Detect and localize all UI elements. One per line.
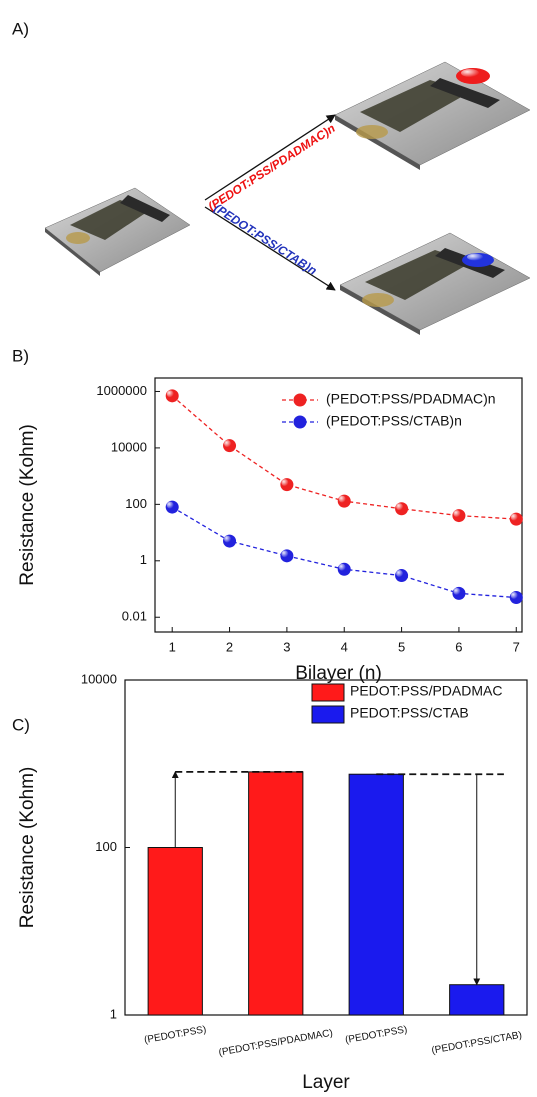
x-tick-label: 5 [398,639,405,654]
legend-swatch [311,705,345,724]
y-tick-label: 100 [125,496,147,511]
device-left [44,187,191,276]
x-tick-label: 3 [283,639,290,654]
y-tick-label: 10000 [111,439,147,454]
x-axis-label: Bilayer (n) [295,663,382,684]
point-highlight [281,479,289,487]
y-tick-label: 1 [140,552,147,567]
legend-label: (PEDOT:PSS/CTAB)n [326,413,462,429]
point-highlight [224,440,232,448]
legend-marker [293,393,307,407]
x-axis-label: Layer [302,1072,350,1093]
panel-label: C) [12,715,30,734]
x-tick-label: 1 [169,639,176,654]
device-bottom [339,232,531,335]
point-highlight [166,390,174,398]
legend-swatch [311,683,345,702]
y-tick-label: 100 [95,839,117,854]
bar [248,771,304,1016]
y-tick-label: 10000 [81,671,117,686]
y-tick-label: 1000000 [96,383,147,398]
x-tick-label: 4 [341,639,348,654]
point-highlight [510,513,518,521]
arrow [204,206,336,291]
legend-label: (PEDOT:PSS/PDADMAC)n [326,391,496,407]
bar [147,847,203,1016]
x-tick-label: (PEDOT:PSS) [344,1024,408,1046]
y-tick-label: 1 [110,1006,117,1021]
point-highlight [453,510,461,518]
point-highlight [281,550,289,558]
y-axis-label: Resistance (Kohm) [17,424,38,586]
bar [348,773,404,1016]
series-line [171,506,517,599]
point-highlight [338,563,346,571]
arrow-label: (PEDOT:PSS/CTAB)n [212,201,320,278]
x-tick-label: 2 [226,639,233,654]
arrow-label: (PEDOT:PSS/PDADMAC)n [205,121,337,214]
point-highlight [396,503,404,511]
x-tick-label: (PEDOT:PSS) [143,1024,207,1046]
x-tick-label: 6 [455,639,462,654]
legend-marker [293,415,307,429]
point-highlight [166,501,174,509]
y-axis-label: Resistance (Kohm) [17,767,38,929]
device-top [334,61,531,170]
panel-label: A) [12,19,29,38]
x-tick-label: (PEDOT:PSS/CTAB) [431,1030,523,1057]
point-highlight [453,587,461,595]
x-tick-label: 7 [513,639,520,654]
arrow [204,114,336,201]
bar [449,984,505,1016]
point-highlight [396,570,404,578]
plot-frame [154,377,523,633]
legend-label: PEDOT:PSS/PDADMAC [350,683,502,699]
y-tick-label: 0.01 [122,609,147,624]
point-highlight [224,535,232,543]
point-highlight [338,495,346,503]
legend-label: PEDOT:PSS/CTAB [350,705,469,721]
x-tick-label: (PEDOT:PSS/PDADMAC) [218,1028,334,1059]
point-highlight [510,592,518,600]
panel-label: B) [12,346,29,365]
